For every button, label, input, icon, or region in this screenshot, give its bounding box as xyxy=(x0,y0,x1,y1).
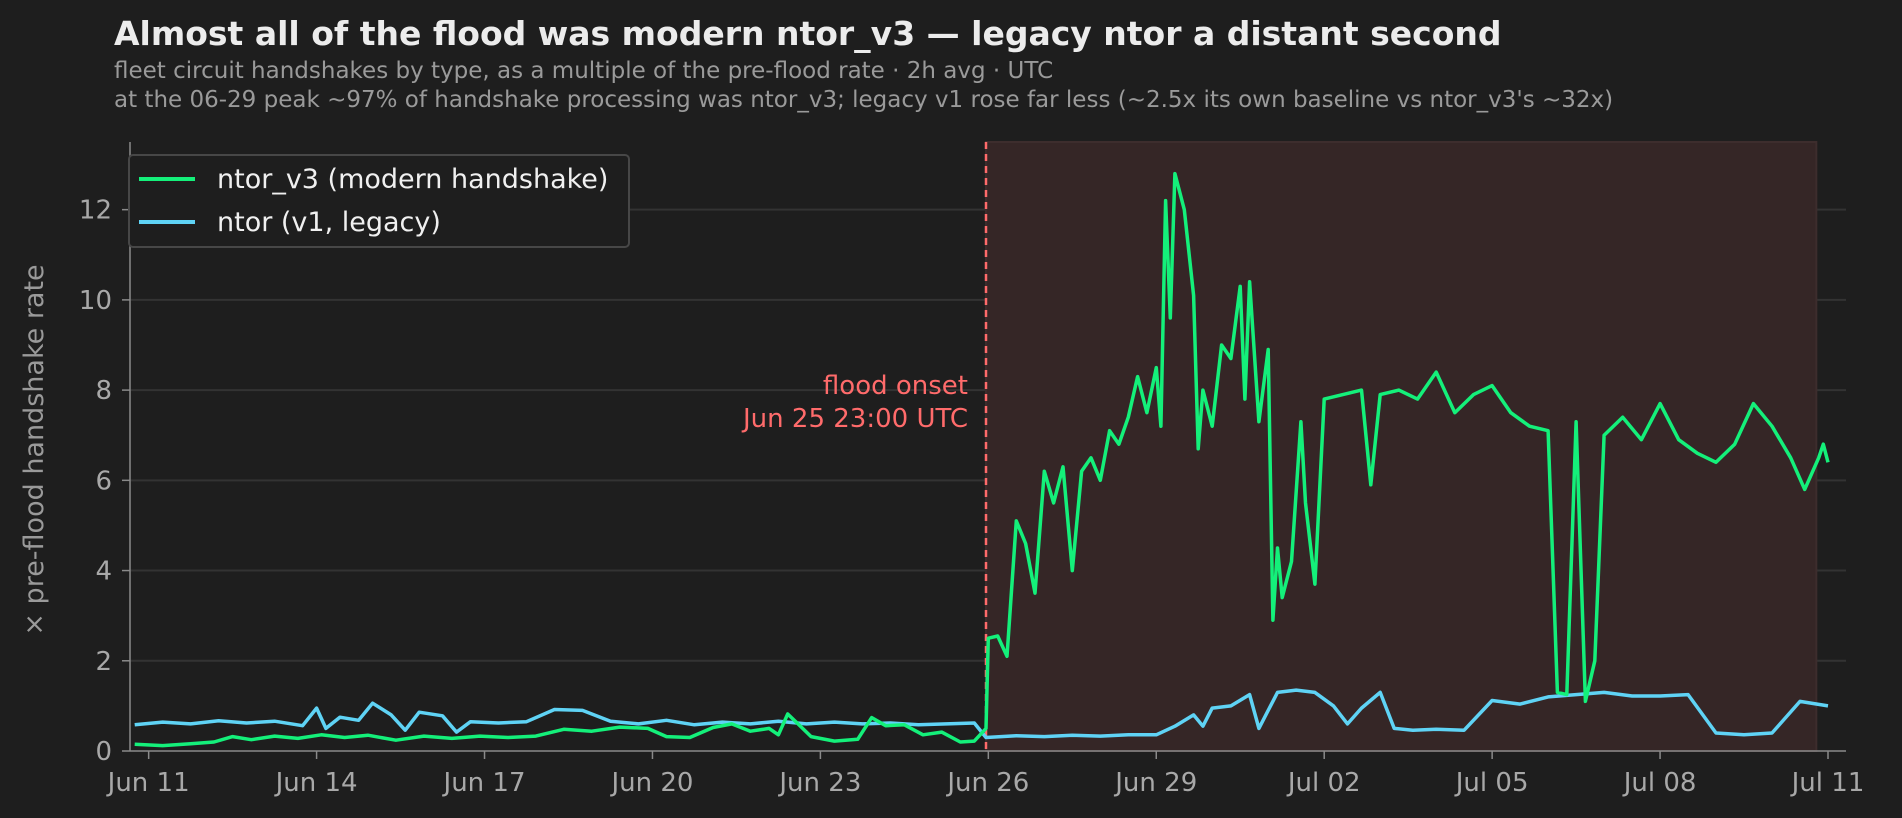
y-tick-label-6: 12 xyxy=(79,196,112,226)
chart-subtitle-line-2: at the 06-29 peak ~97% of handshake proc… xyxy=(114,87,1613,113)
legend-label-ntor-v1: ntor (v1, legacy) xyxy=(217,207,441,238)
x-tick-label-8: Jul 05 xyxy=(1454,768,1529,798)
x-tick-label-3: Jun 20 xyxy=(609,768,693,798)
chart-subtitle-line-1: fleet circuit handshakes by type, as a m… xyxy=(114,58,1053,84)
y-tick-label-0: 0 xyxy=(95,737,112,767)
chart-title: Almost all of the flood was modern ntor_… xyxy=(114,14,1501,53)
legend-label-ntor-v3: ntor_v3 (modern handshake) xyxy=(217,164,608,195)
flood-shade-layer xyxy=(984,141,1818,752)
x-tick-label-7: Jul 02 xyxy=(1286,768,1361,798)
legend: ntor_v3 (modern handshake) ntor (v1, leg… xyxy=(128,154,630,248)
x-tick-label-1: Jun 14 xyxy=(274,768,358,798)
x-tick-label-2: Jun 17 xyxy=(442,768,526,798)
y-axis-label: × pre-flood handshake rate xyxy=(19,264,50,635)
x-tick-label-5: Jun 26 xyxy=(945,768,1029,798)
legend-box xyxy=(128,154,630,248)
onset-annotation-line-1: flood onset xyxy=(823,371,968,401)
x-tick-label-4: Jun 23 xyxy=(777,768,861,798)
y-tick-label-2: 4 xyxy=(95,557,112,587)
x-tick-label-9: Jul 08 xyxy=(1622,768,1697,798)
flood-period-shade xyxy=(984,141,1818,752)
series-layer xyxy=(134,171,1830,748)
y-tick-label-1: 2 xyxy=(95,647,112,677)
y-ticks: 0 2 4 6 8 10 12 xyxy=(79,196,130,767)
x-ticks: Jun 11 Jun 14 Jun 17 Jun 20 Jun 23 Jun 26 Jun … xyxy=(106,751,1865,798)
y-tick-label-4: 8 xyxy=(95,376,112,406)
onset-annotation-line-2: Jun 25 23:00 UTC xyxy=(741,404,968,434)
series-line-ntor-v3 xyxy=(134,171,1830,748)
x-tick-label-10: Jul 11 xyxy=(1790,768,1865,798)
x-tick-label-6: Jun 29 xyxy=(1113,768,1197,798)
series-line-ntor-v1 xyxy=(134,688,1829,740)
x-tick-label-0: Jun 11 xyxy=(106,768,190,798)
y-tick-label-3: 6 xyxy=(95,466,112,496)
y-tick-label-5: 10 xyxy=(79,286,112,316)
